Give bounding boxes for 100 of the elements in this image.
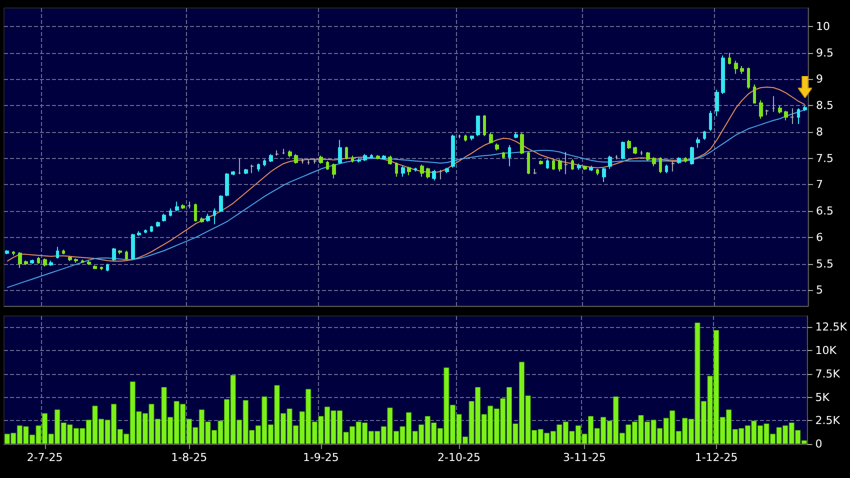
line-series — [6, 86, 806, 262]
candlestick — [12, 250, 15, 256]
candlestick — [351, 155, 354, 164]
candlestick — [734, 60, 738, 74]
candlestick — [345, 146, 348, 160]
x-tick-label: 2-7-25 — [26, 451, 63, 464]
candlestick — [106, 263, 109, 272]
candlestick — [169, 208, 172, 217]
y-tick-label: 12.5K — [815, 320, 848, 334]
candlestick — [508, 144, 511, 167]
candlestick — [564, 151, 568, 175]
candlestick — [363, 154, 367, 162]
x-tick-label: 3-11-25 — [563, 451, 606, 464]
candlestick — [665, 164, 668, 174]
candlestick — [533, 168, 537, 175]
candlestick — [282, 148, 285, 155]
candlestick — [319, 155, 323, 164]
candlestick — [495, 143, 499, 151]
y-tick-label: 0 — [815, 438, 822, 450]
candlestick — [703, 130, 706, 140]
candlestick — [382, 154, 386, 160]
candlestick — [49, 260, 53, 266]
candlestick — [715, 89, 719, 117]
candlestick — [213, 208, 216, 225]
y-tick-label: 5 — [816, 284, 823, 297]
candlestick — [633, 146, 637, 155]
candlestick — [144, 229, 147, 234]
candlestick — [5, 250, 9, 255]
y-tick-label: 10 — [816, 20, 830, 33]
candlestick — [803, 105, 807, 112]
x-tick-label: 1-8-25 — [171, 451, 208, 464]
y-tick-label: 8 — [816, 125, 823, 138]
candlestick — [206, 213, 210, 222]
candlestick — [596, 168, 599, 176]
candlestick — [181, 204, 185, 210]
candlestick — [677, 156, 681, 164]
candlestick — [43, 258, 47, 267]
candlestick — [765, 109, 769, 116]
candlestick — [338, 139, 342, 164]
candlestick — [608, 155, 612, 170]
candlestick — [527, 151, 530, 175]
candlestick — [200, 216, 204, 224]
candlestick — [112, 247, 116, 262]
candlestick — [37, 256, 40, 264]
candlestick — [464, 134, 467, 142]
x-tick-label: 1-9-25 — [302, 451, 339, 464]
y-tick-label: 5K — [815, 390, 830, 404]
candlestick — [263, 158, 266, 167]
candlestick — [740, 66, 744, 74]
candlestick — [93, 264, 97, 270]
candlestick — [225, 172, 229, 197]
y-tick-label: 7 — [816, 178, 823, 192]
candlestick — [539, 160, 543, 166]
candlestick — [68, 255, 72, 262]
candlestick — [759, 100, 763, 120]
candlestick — [395, 162, 398, 178]
candlestick — [238, 158, 241, 175]
candlestick — [275, 150, 279, 156]
candlestick — [332, 163, 336, 179]
y-tick-label: 5.5 — [816, 257, 834, 270]
candlestick — [388, 155, 392, 166]
candlestick — [414, 167, 417, 172]
candlestick — [621, 140, 625, 160]
candlestick — [797, 108, 800, 125]
candlestick — [231, 170, 235, 176]
candlestick — [589, 165, 593, 172]
candlestick — [156, 221, 160, 228]
candlestick — [294, 154, 298, 164]
candlestick — [728, 52, 731, 65]
candlestick — [250, 164, 254, 174]
candlestick — [420, 164, 424, 178]
candlestick — [709, 110, 712, 132]
candlestick — [451, 134, 455, 168]
candlestick — [489, 132, 493, 144]
y-tick-label: 7.5K — [815, 367, 841, 380]
candlestick — [131, 233, 135, 260]
candlestick — [671, 160, 675, 172]
candlestick — [790, 108, 794, 125]
candlestick — [24, 260, 28, 266]
candlestick — [370, 154, 373, 159]
candlestick — [56, 246, 59, 260]
candlestick — [401, 166, 405, 178]
candlestick — [646, 151, 650, 162]
candlestick — [445, 167, 449, 174]
candlestick — [772, 96, 775, 112]
candlestick — [470, 135, 474, 141]
y-tick-label: 9.5 — [816, 46, 834, 60]
candlestick — [502, 151, 505, 159]
candlestick — [627, 139, 631, 150]
candlestick — [778, 105, 782, 114]
candlestick — [520, 132, 524, 155]
candlestick — [87, 260, 91, 266]
candlestick — [558, 158, 562, 172]
candlestick — [514, 131, 518, 139]
candlestick — [187, 201, 191, 209]
y-tick-label: 2.5K — [815, 414, 841, 428]
candlestick — [583, 165, 587, 170]
candlestick — [476, 116, 480, 137]
candlestick — [439, 169, 442, 180]
x-tick-label: 2-10-25 — [438, 451, 480, 464]
